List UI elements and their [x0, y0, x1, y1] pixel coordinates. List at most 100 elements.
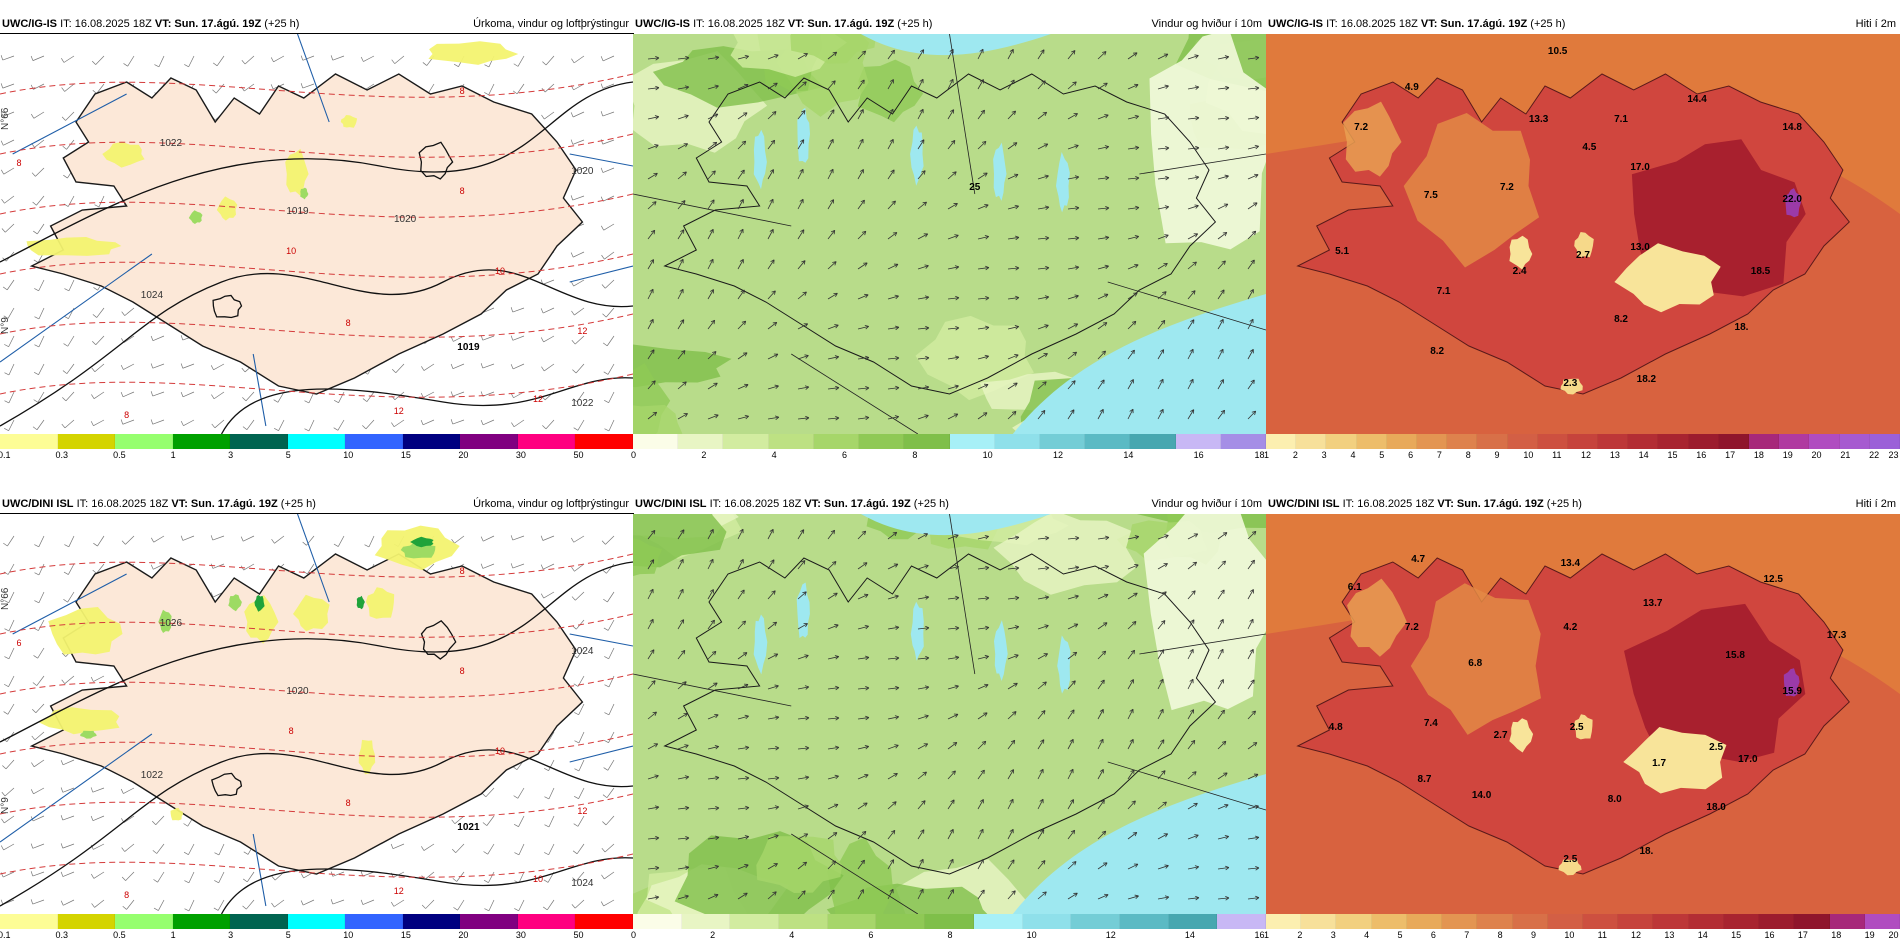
- latitude-label: N°66: [0, 587, 11, 610]
- temperature-value: 15.9: [1782, 686, 1802, 697]
- legend-colorbar: [633, 914, 1266, 929]
- meridian-line: [12, 93, 127, 155]
- legend-swatch: [994, 434, 1040, 449]
- isobar-label: 1024: [141, 290, 164, 301]
- legend-swatch: [460, 434, 518, 449]
- gust-area: [753, 614, 768, 675]
- legend-swatch: [1567, 434, 1599, 449]
- legend-label: 16: [1696, 450, 1707, 460]
- isobar-label: 1020: [286, 686, 309, 697]
- legend-label: 8: [947, 930, 953, 940]
- precip-area: [216, 196, 238, 221]
- temperature-label: 10: [495, 266, 505, 276]
- precip-area: [48, 607, 123, 655]
- precip-area-heaviest: [356, 595, 365, 610]
- init-time: IT: 16.08.2025 18Z: [709, 498, 802, 510]
- isobar-label: 1024: [571, 878, 594, 889]
- legend-label: 1: [1264, 930, 1270, 940]
- legend-swatch: [230, 434, 288, 449]
- hot-spot: [1785, 188, 1802, 218]
- precip-area-heavy: [80, 730, 97, 739]
- precip-map: 1026 1024 1022 1020 1024 6 8 8 8 8 10 12 12 10 8 1021 N°…: [0, 513, 634, 915]
- legend-colorbar: [1266, 434, 1900, 449]
- legend-label: 14: [1638, 450, 1649, 460]
- legend-swatch: [0, 914, 58, 929]
- legend-swatch: [402, 434, 461, 449]
- isobar-label: 1022: [141, 770, 164, 781]
- legend-swatch: [402, 914, 461, 929]
- legend-label: 17: [1797, 930, 1808, 940]
- panel-wind-row1: UWC/IG-IS IT: 16.08.2025 18Z VT: Sun. 17…: [631, 14, 1267, 464]
- grid-line: [1139, 633, 1266, 655]
- temperature-value: 17.0: [1738, 754, 1758, 765]
- temperature-contour: [0, 793, 633, 818]
- legend-label: 30: [515, 930, 526, 940]
- legend-swatch: [230, 914, 288, 929]
- precip-area-heaviest: [254, 595, 265, 612]
- wind-arrows: [647, 48, 1260, 421]
- legend-label: 20: [1811, 450, 1822, 460]
- legend-label: 6: [1430, 930, 1436, 940]
- low-pressure-label: 1019: [457, 342, 480, 353]
- legend-label: 12: [1581, 450, 1592, 460]
- temperature-value: 4.8: [1329, 722, 1343, 733]
- glacier-cold: [1509, 718, 1534, 753]
- legend-swatch: [1336, 914, 1372, 929]
- meridian-line: [0, 253, 153, 363]
- temperature-value: 18.2: [1637, 374, 1657, 385]
- wind-arrows: [647, 528, 1260, 901]
- wind-speed-area: [993, 514, 1138, 595]
- legend-label: 20: [458, 450, 469, 460]
- grid-line: [791, 833, 919, 914]
- legend-swatch: [1296, 434, 1327, 449]
- panel-precip-row2: UWC/DINI ISL IT: 16.08.2025 18Z VT: Sun.…: [0, 494, 634, 944]
- isobar-closed: [212, 294, 243, 319]
- temperature-contour: [0, 733, 633, 758]
- legend-swatch: [1829, 914, 1865, 929]
- temperature-label: 8: [289, 726, 294, 736]
- legend-swatch: [1658, 434, 1689, 449]
- temperature-value: 4.9: [1405, 82, 1419, 93]
- temperature-value: 2.5: [1570, 722, 1584, 733]
- legend-swatch: [1653, 914, 1689, 929]
- grid-line: [1107, 281, 1266, 331]
- legend-swatch: [115, 434, 173, 449]
- calm-area: [1143, 514, 1266, 711]
- temperature-value: 4.7: [1411, 554, 1425, 565]
- legend-label: 4: [1350, 450, 1356, 460]
- legend-label: 17: [1725, 450, 1736, 460]
- valid-time: VT: Sun. 17.ágú. 19Z: [171, 498, 278, 510]
- legend-label: 9: [1494, 450, 1500, 460]
- legend-label: 16: [1764, 930, 1775, 940]
- panel-header: UWC/DINI ISL IT: 16.08.2025 18Z VT: Sun.…: [633, 494, 1266, 514]
- wind-legend: 0 2 4 6 8 10 12 14 16: [631, 914, 1266, 942]
- legend-swatch: [1547, 914, 1583, 929]
- legend-label: 3: [228, 450, 234, 460]
- legend-swatch: [1869, 434, 1900, 449]
- meridian-line: [12, 573, 127, 635]
- precip-area: [26, 237, 122, 256]
- legend-label: 1: [170, 930, 176, 940]
- legend-swatch: [1266, 914, 1302, 929]
- legend-swatch: [1723, 914, 1760, 929]
- legend-swatch: [1220, 434, 1267, 449]
- iceland-landmass: [29, 73, 584, 395]
- legend-swatch: [517, 914, 576, 929]
- temperature-label: 8: [460, 86, 465, 96]
- legend-swatch: [575, 914, 634, 929]
- legend-colorbar: [633, 434, 1267, 449]
- legend-swatch: [57, 434, 116, 449]
- isobar-line: [220, 377, 633, 434]
- iceland-coastline: [663, 553, 1217, 875]
- temperature-value: 14.8: [1782, 122, 1802, 133]
- legend-label: 19: [1864, 930, 1875, 940]
- temperature-label: 10: [286, 246, 296, 256]
- legend-swatch: [1512, 914, 1548, 929]
- legend-colorbar: [1266, 914, 1900, 929]
- wind-speed-area: [633, 404, 683, 434]
- legend-colorbar: [0, 914, 634, 929]
- temperature-value: 13.0: [1630, 242, 1650, 253]
- legend-label: 15: [400, 930, 411, 940]
- temperature-value: 7.2: [1500, 182, 1514, 193]
- temp-legend: 1 2 3 4 5 6 7 8 9 10 11 12 13 14 15 16 17 18 19 20: [1264, 914, 1900, 942]
